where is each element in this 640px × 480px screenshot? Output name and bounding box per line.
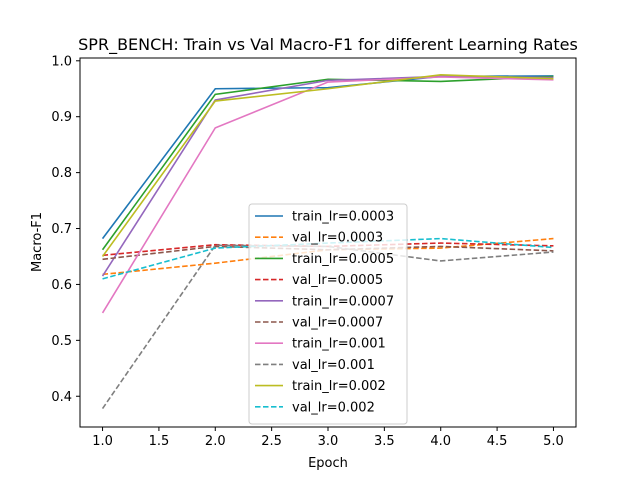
legend-label: val_lr=0.002 <box>292 400 375 415</box>
legend-label: train_lr=0.001 <box>292 337 386 352</box>
x-tick-label: 2.5 <box>261 434 282 449</box>
y-axis-label: Macro-F1 <box>30 212 45 272</box>
y-tick-label: 0.5 <box>51 334 72 349</box>
series-line-train_lr=0.002 <box>101 73 554 257</box>
series-line-val_lr=0.001 <box>101 244 554 410</box>
y-tick-label: 0.7 <box>51 222 72 237</box>
series-line-val_lr=0.002 <box>102 237 554 280</box>
x-axis-label: Epoch <box>308 456 348 471</box>
legend-box <box>248 203 408 425</box>
x-tick-label: 3.5 <box>374 434 395 449</box>
y-tick-label: 1.0 <box>51 54 72 69</box>
legend-label: train_lr=0.002 <box>292 379 386 394</box>
series-line-train_lr=0.0005 <box>101 75 554 251</box>
y-axis: 0.4 0.5 0.6 0.7 0.8 0.9 1.0 <box>51 54 80 405</box>
legend-label: train_lr=0.0003 <box>292 210 394 225</box>
y-tick-label: 0.6 <box>51 278 72 293</box>
chart-title: SPR_BENCH: Train vs Val Macro-F1 for dif… <box>78 35 578 55</box>
legend-label: train_lr=0.0007 <box>292 294 394 309</box>
y-tick-label: 0.8 <box>51 166 72 181</box>
legend: train_lr=0.0003 val_lr=0.0003 train_lr=0.0… <box>248 203 408 425</box>
x-axis: 1.0 1.5 2.0 2.5 3.0 3.5 4.0 4.5 5.0 <box>92 427 564 449</box>
x-tick-label: 2.0 <box>205 434 226 449</box>
x-tick-label: 1.5 <box>149 434 170 449</box>
series-line-train_lr=0.001 <box>101 76 554 314</box>
y-tick-label: 0.4 <box>51 390 72 405</box>
legend-label: val_lr=0.001 <box>292 358 375 373</box>
legend-label: val_lr=0.0003 <box>292 231 383 246</box>
legend-label: val_lr=0.0007 <box>292 316 383 331</box>
x-tick-label: 3.0 <box>318 434 339 449</box>
x-tick-label: 5.0 <box>543 434 564 449</box>
legend-label: val_lr=0.0005 <box>292 273 383 288</box>
legend-label: train_lr=0.0005 <box>292 252 394 267</box>
x-tick-label: 4.5 <box>487 434 508 449</box>
y-tick-label: 0.9 <box>51 110 72 125</box>
x-tick-label: 4.0 <box>430 434 451 449</box>
x-tick-label: 1.0 <box>92 434 113 449</box>
